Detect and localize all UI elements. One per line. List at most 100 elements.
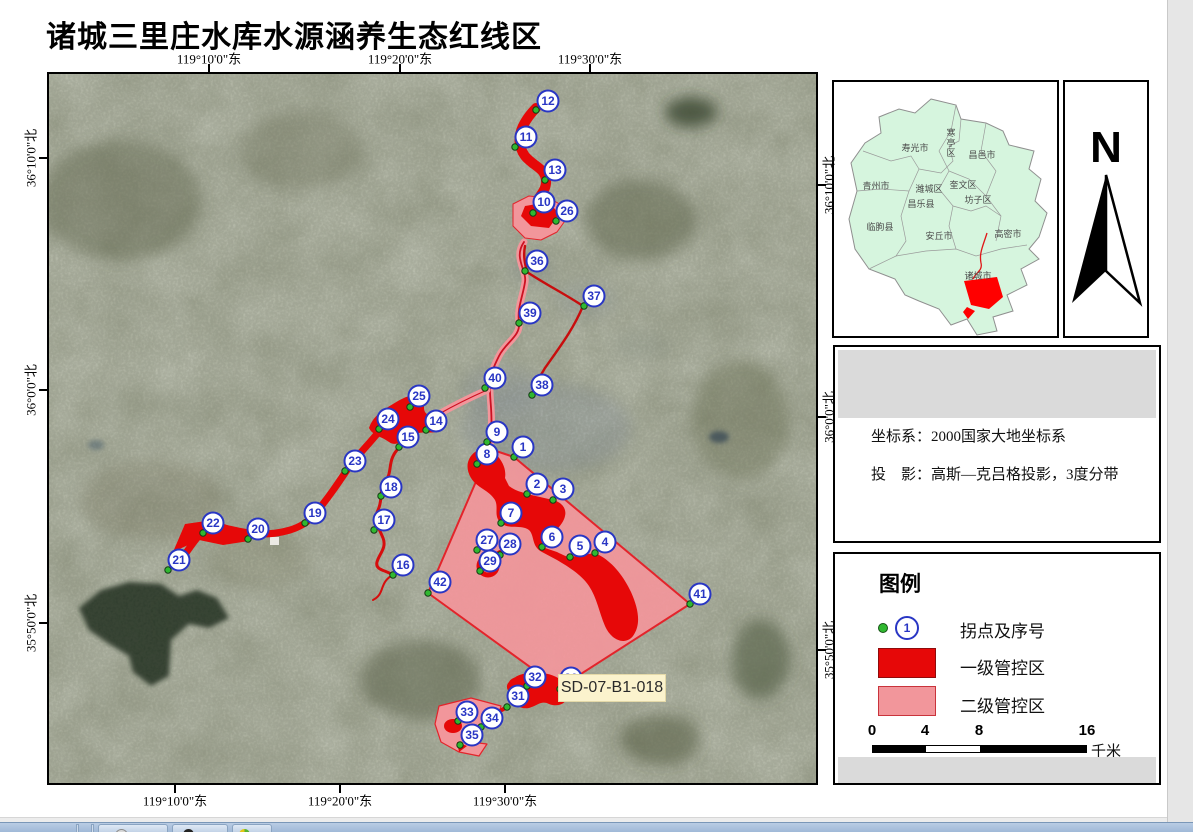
waypoint-dot [389, 571, 397, 579]
map-page: 诸城三里庄水库水源涵养生态红线区 [0, 0, 1167, 817]
district-label: 潍城区 [915, 183, 942, 194]
waypoint-dot [528, 391, 536, 399]
taskbar-button-3[interactable] [232, 824, 272, 832]
graticule-tick [39, 157, 47, 159]
district-label: 昌乐县 [907, 198, 934, 209]
graticule-tick [504, 785, 506, 793]
waypoint-dot [483, 438, 491, 446]
waypoint-badge [543, 158, 567, 182]
panel-texture-strip [838, 350, 1156, 418]
waypoint-number: 32 [528, 670, 542, 684]
waypoint-dot [521, 267, 529, 275]
waypoint-badge [518, 301, 542, 325]
waypoint-dot [591, 549, 599, 557]
waypoint-number: 8 [484, 447, 491, 461]
waypoint-dot [456, 741, 464, 749]
graticule-tick [39, 622, 47, 624]
scale-bar-unit: 千米 [1091, 744, 1122, 760]
projection-text: 投 影：高斯—克吕格投影，3度分带 [871, 467, 1119, 483]
longitude-label-bottom: 119°20'0"东 [307, 793, 373, 809]
longitude-label-top: 119°20'0"东 [367, 51, 433, 67]
waypoint-dot [301, 519, 309, 527]
graticule-tick [818, 416, 826, 418]
waypoint-badge [246, 517, 270, 541]
primary-zone-swatch [878, 648, 936, 678]
waypoint-badge [523, 665, 547, 689]
waypoint-number: 41 [693, 587, 707, 601]
overview-inset-map: 寿光市 寒亭区 昌邑市 青州市 潍城区 奎文区 昌乐县 坊子区 临朐县 安丘市 高密市 诸城市 [832, 80, 1059, 338]
waypoint-number: 19 [308, 506, 322, 520]
taskbar-separator [76, 824, 79, 832]
waypoint-badge [485, 420, 509, 444]
waypoint-number: 17 [377, 513, 391, 527]
waypoint-badge [506, 684, 530, 708]
desktop-margin-right [1167, 0, 1193, 832]
waypoint-badge [303, 501, 327, 525]
waypoint-number: 36 [530, 254, 544, 268]
waypoint-number: 14 [429, 414, 443, 428]
district-label: 青州市 [862, 180, 889, 191]
legend-title: 图例 [879, 573, 921, 596]
latitude-label-left: 35°50'0"北 [23, 593, 39, 653]
waypoint-badge [376, 407, 400, 431]
waypoint-badge [540, 525, 564, 549]
waypoint-number: 11 [520, 130, 533, 144]
waypoint-number: 3 [560, 482, 567, 496]
district-label: 安丘市 [925, 230, 952, 241]
taskbar-button-1[interactable] [98, 824, 168, 832]
taskbar-separator [91, 824, 94, 832]
waypoint-badge [391, 553, 415, 577]
district-borders [856, 104, 1028, 270]
graticule-tick [589, 64, 591, 72]
waypoint-number: 38 [535, 378, 549, 392]
waypoint-dot [515, 319, 523, 327]
waypoint-number: 22 [206, 516, 220, 530]
graticule-tick [39, 389, 47, 391]
waypoint-badge [483, 366, 507, 390]
waypoint-badge-sample-icon: 1 [895, 616, 919, 640]
waypoint-badge [525, 472, 549, 496]
waypoint-badge [478, 549, 502, 573]
waypoint-number: 9 [494, 425, 501, 439]
waypoint-badge [201, 511, 225, 535]
waypoint-number: 20 [251, 522, 265, 536]
waypoint-number: 15 [401, 430, 415, 444]
satellite-texture [49, 74, 816, 783]
waypoint-badge [514, 125, 538, 149]
waypoint-badge [532, 190, 556, 214]
waypoint-dot [406, 403, 414, 411]
coordinate-system-text: 坐标系：2000国家大地坐标系 [871, 429, 1067, 445]
graticule-tick [174, 785, 176, 793]
scale-bar-number: 16 [1078, 722, 1096, 739]
waypoint-badge [555, 199, 579, 223]
waypoint-badge [379, 475, 403, 499]
taskbar-button-2[interactable] [172, 824, 228, 832]
district-label: 寿光市 [901, 142, 928, 153]
waypoint-dot [511, 143, 519, 151]
waypoint-badge [511, 435, 535, 459]
district-label: 坊子区 [964, 194, 991, 205]
legend-label-secondary: 二级管控区 [960, 697, 1045, 716]
waypoint-dot [529, 209, 537, 217]
longitude-label-bottom: 119°30'0"东 [472, 793, 538, 809]
waypoint-badge [424, 409, 448, 433]
waypoint-dot [523, 490, 531, 498]
north-arrow-icon [1072, 174, 1143, 307]
waypoint-number: 2 [534, 477, 541, 491]
latitude-label-left: 36°10'0"北 [23, 128, 39, 188]
district-label: 临朐县 [866, 221, 893, 232]
waypoint-dot [164, 566, 172, 574]
waypoint-number: 27 [480, 533, 494, 547]
district-label: 寒亭区 [946, 127, 955, 158]
inset-highlight-zone [964, 277, 1003, 309]
satellite-map: 1 2 3 4 5 6 7 8 9 10 11 12 13 14 15 16 17 18 19 20 21 22 23 24 2… [47, 72, 818, 785]
waypoint-dot [244, 535, 252, 543]
waypoint-dot [497, 519, 505, 527]
primary-zone-polygon [467, 448, 639, 641]
waypoint-number: 29 [483, 554, 497, 568]
waypoint-dot [199, 529, 207, 537]
graticule-tick [818, 184, 826, 186]
waypoint-dot [341, 467, 349, 475]
